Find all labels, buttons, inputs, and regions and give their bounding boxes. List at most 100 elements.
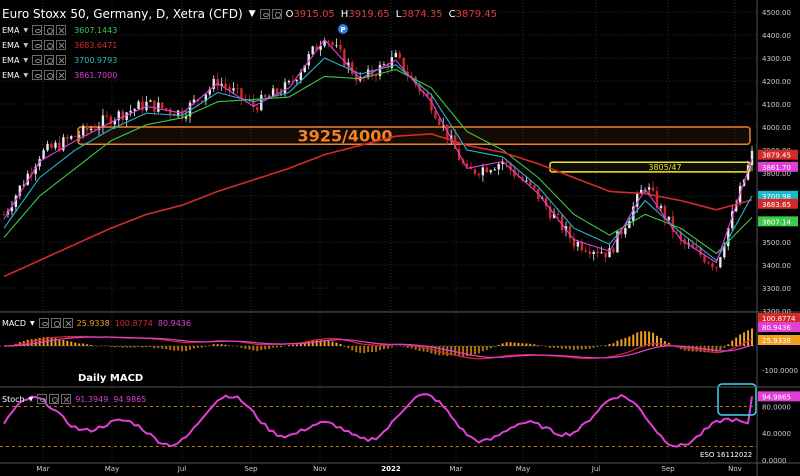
close-icon[interactable] [56,40,67,50]
ema-legend-3[interactable]: EMA ▼ 3700.9793 [2,55,118,65]
macd-histogram-bar [335,342,338,346]
macd-histogram-bar [592,346,595,348]
macd-badge [758,322,800,332]
eye-icon[interactable] [32,55,43,65]
candle-body [220,83,223,87]
price-tick-label: 3800.00 [762,170,791,178]
gear-icon[interactable] [44,40,55,50]
candle-body [42,150,45,159]
candle-body [711,263,714,268]
candle-body [327,41,330,43]
macd-histogram-bar [307,341,310,346]
macd-histogram-bar [386,346,389,349]
candle-body [161,102,164,109]
gear-icon[interactable] [271,9,282,19]
macd-histogram-bar [481,346,484,352]
macd-histogram-bar [624,337,627,346]
macd-histogram-bar [580,346,583,350]
candle-body [378,64,382,76]
candle-body [430,96,433,111]
gear-icon[interactable] [44,70,55,80]
candle-body [256,107,259,111]
candle-body [153,100,156,112]
candle-body [426,92,429,97]
daily-macd-label: Daily MACD [78,373,144,384]
macd-legend[interactable]: MACD ▼ 25.9338 100.8774 80.9436 [2,318,191,328]
macd-histogram-bar [458,346,461,357]
chevron-down-icon[interactable]: ▼ [29,319,35,327]
candle-body [331,42,334,46]
gear-icon[interactable] [50,318,61,328]
price-badge-label: 3879.45 [762,152,791,160]
chevron-down-icon[interactable]: ▼ [28,395,34,403]
macd-histogram-bar [497,344,500,346]
eye-icon[interactable] [259,9,270,19]
gear-icon[interactable] [49,394,60,404]
candle-body [216,78,219,87]
chevron-down-icon[interactable]: ▼ [23,56,29,64]
ema-legend-4[interactable]: EMA ▼ 3861.7000 [2,70,118,80]
gear-icon[interactable] [44,55,55,65]
macd-histogram-bar [62,339,65,346]
macd-tick-label: 80.9436 [762,324,791,332]
candle-body [699,248,702,256]
candle-body [624,228,627,235]
eye-icon[interactable] [38,318,49,328]
chevron-down-icon[interactable]: ▼ [23,41,29,49]
stoch-legend[interactable]: Stoch ▼ 91.3949 94.9865 [2,394,147,404]
candle-body [386,64,390,69]
candle-body [26,173,29,185]
macd-histogram-bar [751,328,753,346]
time-tick-label: Sep [244,465,258,473]
close-icon[interactable] [56,25,67,35]
candle-body [659,205,663,209]
macd-histogram-bar [596,346,599,347]
ohlc-high: H3919.65 [340,8,390,20]
macd-histogram-bar [572,346,575,350]
candle-body [291,81,295,82]
candle-body [679,232,682,240]
macd-histogram-bar [291,344,294,346]
gear-icon[interactable] [44,25,55,35]
candle-body [608,248,611,258]
candle-body [264,94,267,97]
candle-body [10,206,14,212]
eye-icon[interactable] [37,394,48,404]
macd-histogram-bar [446,346,449,357]
symbol-title[interactable]: Euro Stoxx 50, Germany, D, Xetra (CFD) [2,7,243,21]
macd-histogram-bar [466,346,469,356]
macd-histogram-bar [268,346,271,349]
macd-histogram-bar [272,346,275,348]
candle-body [434,110,437,119]
macd-histogram-bar [327,340,330,346]
chevron-down-icon[interactable]: ▼ [23,71,29,79]
candle-body [295,80,299,82]
macd-histogram-bar [252,346,255,351]
close-icon[interactable] [61,394,72,404]
close-icon[interactable] [56,70,67,80]
eye-icon[interactable] [32,25,43,35]
chevron-down-icon[interactable]: ▼ [23,26,29,34]
time-tick-label: Jul [591,465,601,473]
ema-legend-1[interactable]: EMA ▼ 3607.1443 [2,25,118,35]
close-icon[interactable] [62,318,73,328]
macd-histogram-bar [82,343,85,346]
close-icon[interactable] [56,55,67,65]
candle-body [176,110,180,117]
macd-histogram-bar [568,346,571,350]
macd-tick-label: 25.9338 [762,337,791,345]
macd-histogram-bar [145,346,148,348]
stoch-pane [0,383,757,448]
macd-histogram-bar [608,343,611,346]
macd-histogram-bar [137,346,140,347]
candle-body [636,193,639,207]
macd-histogram-bar [149,346,152,348]
macd-histogram-bar [711,346,714,353]
candle-body [109,116,113,125]
candle-body [580,242,584,251]
eye-icon[interactable] [32,40,43,50]
symbol-dropdown-icon[interactable]: ▼ [248,9,256,19]
eye-icon[interactable] [32,70,43,80]
ema-legend-2[interactable]: EMA ▼ 3683.6471 [2,40,118,50]
